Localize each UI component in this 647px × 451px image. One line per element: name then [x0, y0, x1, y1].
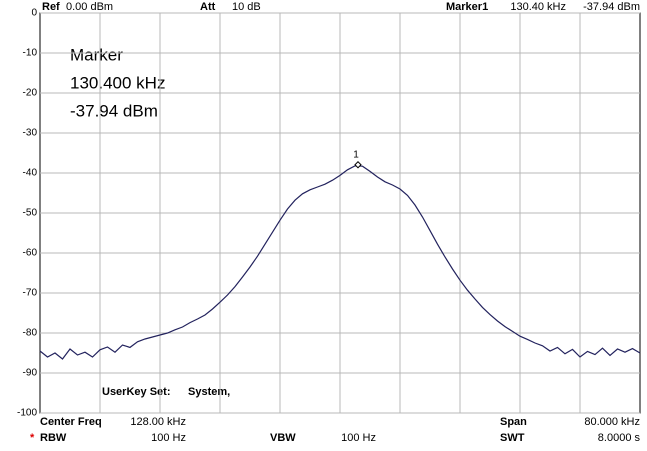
center-label: Center Freq: [40, 416, 102, 428]
marker-box: Marker 130.400 kHz -37.94 dBm: [70, 45, 165, 120]
marker-level: -37.94 dBm: [70, 101, 158, 120]
vbw-label: VBW: [270, 432, 296, 444]
y-tick-label: -90: [23, 368, 38, 379]
marker-diamond: [354, 161, 362, 169]
rbw-value: 100 Hz: [151, 432, 186, 444]
vbw-value: 100 Hz: [341, 432, 376, 444]
y-tick-label: -80: [23, 328, 38, 339]
trace: [39, 165, 641, 360]
rbw-label: RBW: [40, 432, 67, 444]
marker-title: Marker: [70, 45, 123, 64]
span-value: 80.000 kHz: [584, 416, 640, 428]
att-value: 10 dB: [232, 1, 261, 13]
span-label: Span: [500, 416, 527, 428]
y-tick-label: -20: [23, 88, 38, 99]
att-label: Att: [200, 1, 216, 13]
center-value: 128.00 kHz: [130, 416, 186, 428]
footer: Center Freq 128.00 kHz Span 80.000 kHz *…: [30, 416, 640, 444]
marker-number: 1: [353, 149, 359, 160]
y-tick-label: -50: [23, 208, 38, 219]
swt-label: SWT: [500, 432, 525, 444]
y-tick-label: -40: [23, 168, 38, 179]
y-tick-label: -30: [23, 128, 38, 139]
y-tick-label: 0: [31, 8, 37, 19]
marker-level: -37.94 dBm: [583, 1, 640, 13]
userkey-label: UserKey Set:: [102, 386, 170, 398]
ref-label: Ref: [42, 1, 60, 13]
swt-value: 8.0000 s: [598, 432, 641, 444]
header: Ref 0.00 dBm Att 10 dB Marker1 130.40 kH…: [42, 1, 640, 13]
ref-value: 0.00 dBm: [66, 1, 113, 13]
marker-freq: 130.40 kHz: [510, 1, 566, 13]
star: *: [30, 432, 35, 444]
marker-label: Marker1: [446, 1, 488, 13]
y-tick-label: -100: [17, 408, 37, 419]
y-tick-label: -10: [23, 48, 38, 59]
userkey-value: System,: [188, 386, 230, 398]
y-tick-label: -70: [23, 288, 38, 299]
marker-freq: 130.400 kHz: [70, 73, 165, 92]
y-tick-label: -60: [23, 248, 38, 259]
